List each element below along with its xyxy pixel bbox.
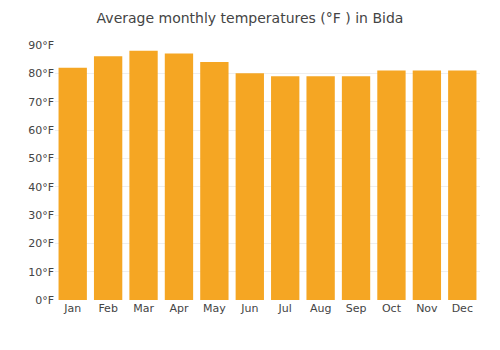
svg-text:Mar: Mar [133, 302, 154, 315]
svg-text:70°F: 70°F [28, 96, 54, 109]
svg-text:40°F: 40°F [28, 181, 54, 194]
svg-text:Oct: Oct [382, 302, 402, 315]
svg-text:20°F: 20°F [28, 237, 54, 250]
svg-text:Nov: Nov [416, 302, 438, 315]
svg-text:Average monthly temperatures (: Average monthly temperatures (°F ) in Bi… [97, 10, 404, 26]
svg-text:0°F: 0°F [35, 294, 54, 307]
svg-text:Apr: Apr [169, 302, 189, 315]
svg-text:May: May [203, 302, 226, 315]
svg-text:Sep: Sep [346, 302, 367, 315]
svg-text:90°F: 90°F [28, 39, 54, 52]
svg-text:Dec: Dec [452, 302, 473, 315]
svg-text:Jun: Jun [240, 302, 258, 315]
svg-text:Aug: Aug [310, 302, 331, 315]
svg-text:Jan: Jan [63, 302, 81, 315]
svg-text:Feb: Feb [98, 302, 117, 315]
svg-text:Jul: Jul [278, 302, 292, 315]
svg-text:80°F: 80°F [28, 67, 54, 80]
svg-text:30°F: 30°F [28, 209, 54, 222]
svg-text:50°F: 50°F [28, 152, 54, 165]
svg-text:10°F: 10°F [28, 266, 54, 279]
svg-text:60°F: 60°F [28, 124, 54, 137]
